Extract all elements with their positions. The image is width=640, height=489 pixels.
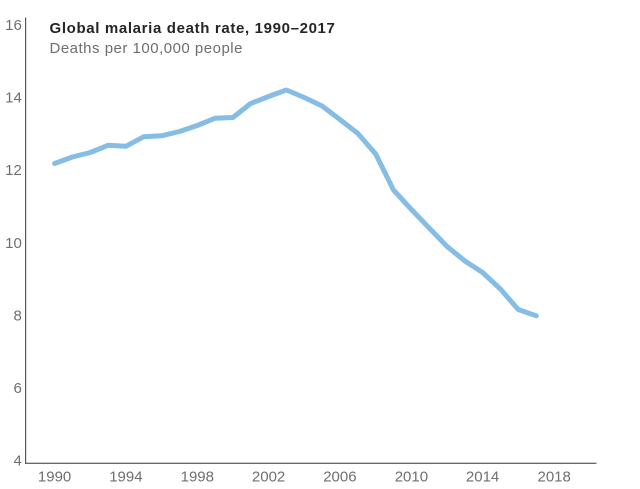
svg-text:1998: 1998 <box>181 469 214 486</box>
svg-text:1994: 1994 <box>109 469 142 486</box>
svg-text:2002: 2002 <box>252 469 285 486</box>
svg-text:14: 14 <box>5 90 22 107</box>
svg-text:Global malaria death rate, 199: Global malaria death rate, 1990–2017 <box>50 20 336 37</box>
svg-text:12: 12 <box>5 162 22 179</box>
svg-text:Deaths per 100,000 people: Deaths per 100,000 people <box>50 40 243 57</box>
svg-text:2010: 2010 <box>395 469 428 486</box>
svg-text:2018: 2018 <box>538 469 571 486</box>
svg-text:10: 10 <box>5 235 22 252</box>
svg-text:16: 16 <box>5 17 22 34</box>
svg-text:2014: 2014 <box>466 469 499 486</box>
svg-text:4: 4 <box>13 453 21 470</box>
svg-text:6: 6 <box>13 380 21 397</box>
svg-text:1990: 1990 <box>38 469 71 486</box>
svg-text:8: 8 <box>13 307 21 324</box>
svg-text:2006: 2006 <box>323 469 356 486</box>
